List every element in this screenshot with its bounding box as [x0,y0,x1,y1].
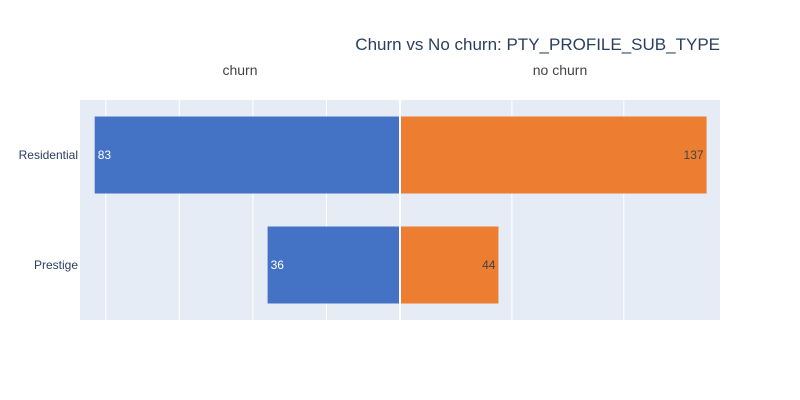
churn-subplot-title: churn [222,62,257,78]
value-label-no-churn-prestige: 44 [482,258,496,272]
value-label-no-churn-residential: 137 [684,148,704,162]
labels: 83 137 Residential 36 44 Prestige [19,148,704,272]
tick-label-residential: Residential [19,148,78,162]
bar-no-churn-prestige [400,226,499,304]
value-label-churn-prestige: 36 [271,258,285,272]
bars [94,100,707,320]
bar-no-churn-residential [400,116,707,194]
bar-churn-residential [94,116,400,194]
chart-title: Churn vs No churn: PTY_PROFILE_SUB_TYPE [355,35,720,54]
tick-label-prestige: Prestige [34,258,78,272]
value-label-churn-residential: 83 [98,148,112,162]
bar-churn-prestige [267,226,400,304]
no-churn-subplot-title: no churn [533,62,587,78]
